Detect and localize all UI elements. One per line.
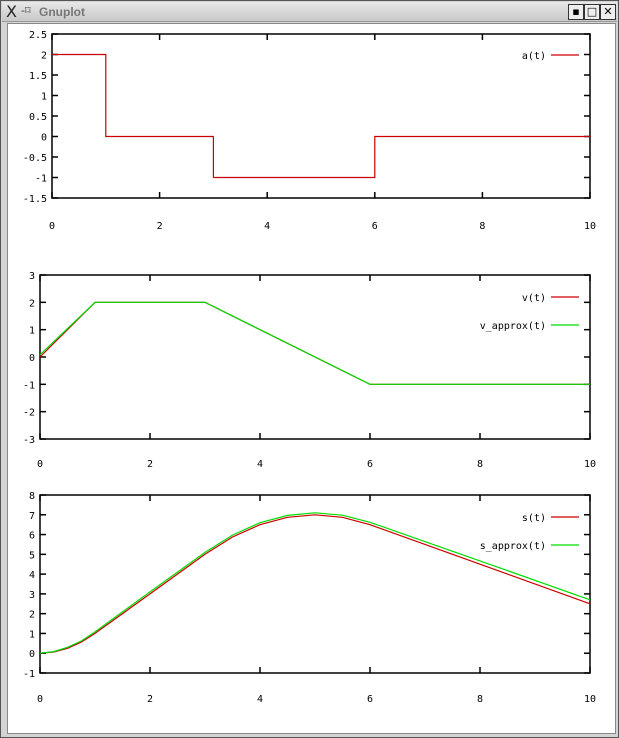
y-tick-label: 2: [29, 298, 35, 309]
x-tick-label: 0: [37, 459, 43, 470]
y-tick-label: 7: [29, 511, 35, 522]
y-tick-label: 3: [29, 271, 35, 282]
legend-label: s(t): [522, 513, 546, 524]
title-bar[interactable]: X -⌑ Gnuplot ▪ □ ✕: [2, 2, 617, 22]
series-line-s_approxt: [39, 512, 591, 654]
y-tick-label: -2: [23, 408, 35, 419]
pin-icon[interactable]: -⌑: [21, 4, 31, 17]
y-tick-label: 4: [29, 570, 35, 581]
series-line-vt: [39, 301, 590, 385]
legend-label: s_approx(t): [480, 541, 546, 552]
y-tick-label: -0.5: [23, 153, 47, 164]
x-tick-label: 8: [477, 694, 483, 705]
y-tick-label: 5: [29, 550, 35, 561]
x-tick-label: 2: [157, 221, 163, 232]
x-tick-label: 2: [147, 694, 153, 705]
x-tick-label: 10: [584, 221, 596, 232]
x-tick-label: 6: [367, 694, 373, 705]
y-tick-label: 2.5: [29, 30, 47, 41]
x-tick-label: 8: [479, 221, 485, 232]
chart-1: 0 2 4 6 8 10 -1.5 -1 -0.5 0 0.5 1 1.5 2 2.5 a(t): [23, 30, 596, 232]
x-tick-label: 10: [584, 459, 596, 470]
maximize-button[interactable]: □: [584, 4, 600, 20]
legend-label: a(t): [522, 51, 546, 62]
series-line-v_approxt: [39, 301, 590, 385]
x-tick-label: 0: [37, 694, 43, 705]
y-tick-label: 2: [41, 51, 47, 62]
y-tick-label: 1: [41, 92, 47, 103]
y-tick-label: 1.5: [29, 71, 47, 82]
y-tick-label: 1: [29, 326, 35, 337]
x-logo-icon[interactable]: X: [6, 2, 17, 21]
y-tick-label: -3: [23, 435, 35, 446]
y-tick-label: 8: [29, 491, 35, 502]
x-tick-label: 6: [372, 221, 378, 232]
y-tick-label: 0: [41, 133, 47, 144]
x-tick-label: 0: [49, 221, 55, 232]
x-tick-label: 10: [584, 694, 596, 705]
plot-border: [51, 33, 591, 199]
y-tick-label: 0.5: [29, 112, 47, 123]
chart-3: 0 2 4 6 8 10 -1 0 1 2 3 4 5 6 7 8 s(t) s_approx(t): [23, 491, 596, 705]
minimize-button[interactable]: ▪: [568, 4, 584, 20]
plot-area: [7, 23, 616, 734]
legend-label: v(t): [522, 293, 546, 304]
y-tick-label: 3: [29, 590, 35, 601]
x-tick-label: 2: [147, 459, 153, 470]
plot-border: [39, 494, 591, 674]
series-line-at: [52, 53, 590, 179]
y-tick-label: 0: [29, 649, 35, 660]
chart-2: 0 2 4 6 8 10 -3 -2 -1 0 1 2 3 v(t) v_approx(t): [23, 271, 596, 470]
y-tick-label: -1: [35, 174, 47, 185]
x-tick-label: 4: [257, 459, 263, 470]
window-title: Gnuplot: [39, 5, 85, 19]
y-tick-label: 0: [29, 353, 35, 364]
x-tick-label: 4: [257, 694, 263, 705]
close-button[interactable]: ✕: [600, 4, 616, 20]
y-tick-label: -1.5: [23, 194, 47, 205]
y-tick-label: 6: [29, 531, 35, 542]
y-tick-label: 2: [29, 610, 35, 621]
y-tick-label: -1: [23, 669, 35, 680]
x-tick-label: 4: [264, 221, 270, 232]
legend-label: v_approx(t): [480, 321, 546, 332]
y-tick-label: 1: [29, 629, 35, 640]
x-tick-label: 6: [367, 459, 373, 470]
series-line-st: [39, 514, 591, 654]
x-tick-label: 8: [477, 459, 483, 470]
y-tick-label: -1: [23, 380, 35, 391]
